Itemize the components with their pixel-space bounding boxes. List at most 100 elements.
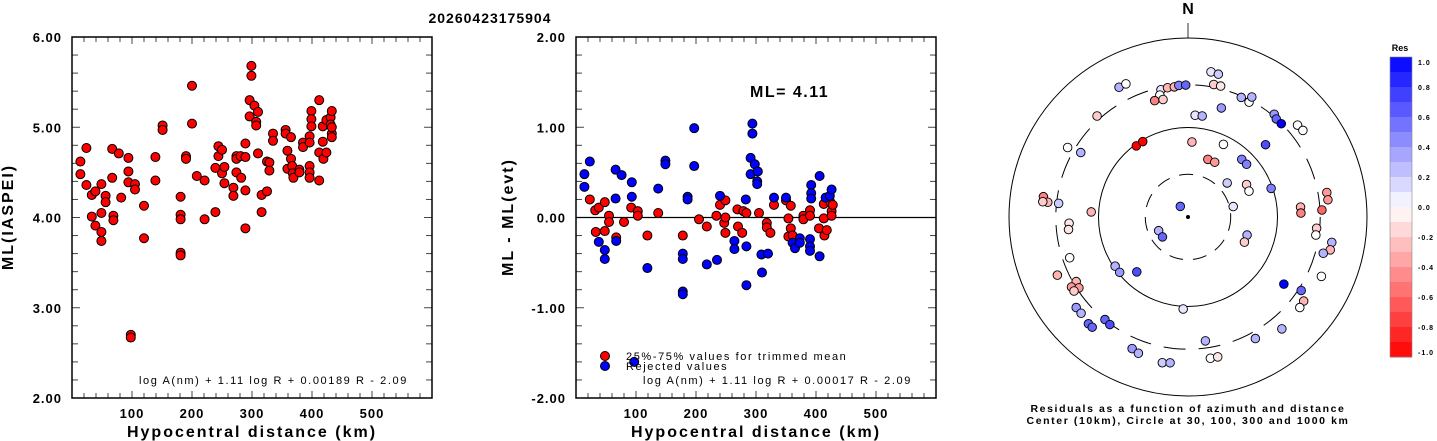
data-point (642, 230, 653, 241)
data-point (240, 185, 251, 196)
data-point (729, 244, 740, 255)
colorbar-bin (1390, 162, 1412, 178)
station-residual-point (1266, 183, 1276, 194)
data-point (139, 200, 149, 211)
x-tick-label: 500 (360, 406, 385, 421)
data-point (317, 136, 328, 147)
circle-30km (1144, 173, 1232, 261)
colorbar-bin (1390, 312, 1412, 328)
data-point (827, 199, 838, 210)
data-point (653, 207, 664, 218)
y-tick-label: 0.00 (537, 211, 566, 226)
data-point (677, 230, 688, 241)
data-point (752, 179, 763, 190)
data-point (814, 170, 825, 181)
data-point (240, 223, 251, 234)
station-residual-point (1295, 302, 1305, 313)
plot2-points (579, 118, 838, 367)
data-point (286, 132, 296, 143)
station-residual-point (1187, 137, 1197, 147)
station-residual-point (1298, 125, 1308, 136)
data-point (747, 118, 758, 129)
data-point (642, 263, 653, 274)
plot1-tick-labels: 100 200 300 400 500 2.00 3.00 4.00 5.00 6.00 (33, 30, 385, 421)
colorbar-bin (1390, 192, 1412, 208)
data-point (826, 210, 837, 221)
y-tick-label: 4.00 (33, 211, 62, 226)
x-tick-label: 500 (864, 406, 889, 421)
data-point (175, 250, 186, 261)
x-tick-label: 300 (744, 406, 769, 421)
north-label: N (1182, 1, 1194, 18)
data-point (814, 251, 825, 262)
colorbar-bin (1390, 132, 1412, 148)
station-residual-point (1296, 208, 1306, 218)
data-point (217, 144, 227, 155)
station-residual-point (1318, 248, 1329, 258)
colorbar-bin (1390, 57, 1412, 73)
data-point (304, 172, 315, 183)
legend: 25%-75% values for trimmed mean Rejected… (600, 351, 846, 373)
data-point (677, 254, 688, 265)
data-point (96, 235, 107, 246)
colorbar-bin (1390, 177, 1412, 193)
colorbar-tick-label: -0.2 (1418, 235, 1434, 242)
distance-circles (1008, 37, 1368, 397)
colorbar-tick-label: 0.4 (1418, 145, 1431, 152)
data-point (747, 128, 758, 139)
data-point (96, 179, 107, 190)
station-residual-point (1180, 80, 1191, 90)
legend-marker-rejected (600, 361, 610, 371)
data-point (599, 244, 610, 255)
plot1-y-axis-title: ML(IASPEI) (0, 164, 17, 270)
station-residual-point (1127, 343, 1137, 354)
data-point (123, 166, 134, 177)
station-residual-point (1216, 103, 1227, 113)
data-point (632, 210, 643, 221)
colorbar-bin (1390, 222, 1412, 238)
colorbar-bin (1390, 327, 1412, 343)
data-point (604, 217, 614, 228)
data-point (199, 214, 210, 225)
data-point (785, 200, 796, 211)
station-residual-point (1250, 333, 1261, 344)
colorbar-tick-label: 0.6 (1418, 115, 1431, 122)
polar-caption-line2: Center (10km), Circle at 30, 100, 300 an… (1027, 415, 1350, 427)
station-residual-point (1241, 159, 1252, 170)
station-residual-point (1296, 285, 1306, 296)
station-residual-point (1149, 95, 1160, 106)
data-point (246, 60, 257, 71)
station-residual-point (1277, 324, 1287, 334)
colorbar-bin (1390, 87, 1412, 103)
data-point (187, 80, 197, 91)
data-point (805, 245, 815, 256)
station-residual-point (1086, 207, 1096, 217)
magnitude-distance-plot: 100 200 300 400 500 2.00 3.00 4.00 5.00 6.00 log … (0, 30, 433, 441)
station-residual-point (1228, 201, 1238, 212)
colorbar-bin (1390, 267, 1412, 283)
data-point (181, 153, 191, 164)
polar-points (1038, 67, 1337, 368)
station-residual-point (1165, 358, 1175, 368)
station-residual-point (1260, 139, 1271, 150)
plot1-ticks (72, 37, 432, 398)
y-tick-label: 3.00 (33, 301, 62, 316)
data-point (304, 137, 315, 148)
data-point (682, 194, 693, 205)
data-point (737, 227, 748, 238)
plot1-x-axis-title: Hypocentral distance (km) (127, 424, 377, 441)
data-point (805, 210, 815, 221)
data-point (701, 221, 712, 232)
azimuth-residual-plot: N Residuals as a function of azimuth and… (1008, 1, 1368, 427)
station-residual-point (1213, 69, 1224, 79)
colorbar-bins (1389, 56, 1413, 358)
x-tick-label: 200 (180, 406, 205, 421)
x-tick-label: 400 (804, 406, 829, 421)
data-point (616, 170, 627, 181)
data-point (96, 226, 107, 237)
data-point (701, 259, 712, 270)
station-residual-point (1133, 348, 1144, 359)
colorbar-tick-label: 0.0 (1418, 205, 1431, 212)
station-residual-point (1215, 81, 1226, 91)
